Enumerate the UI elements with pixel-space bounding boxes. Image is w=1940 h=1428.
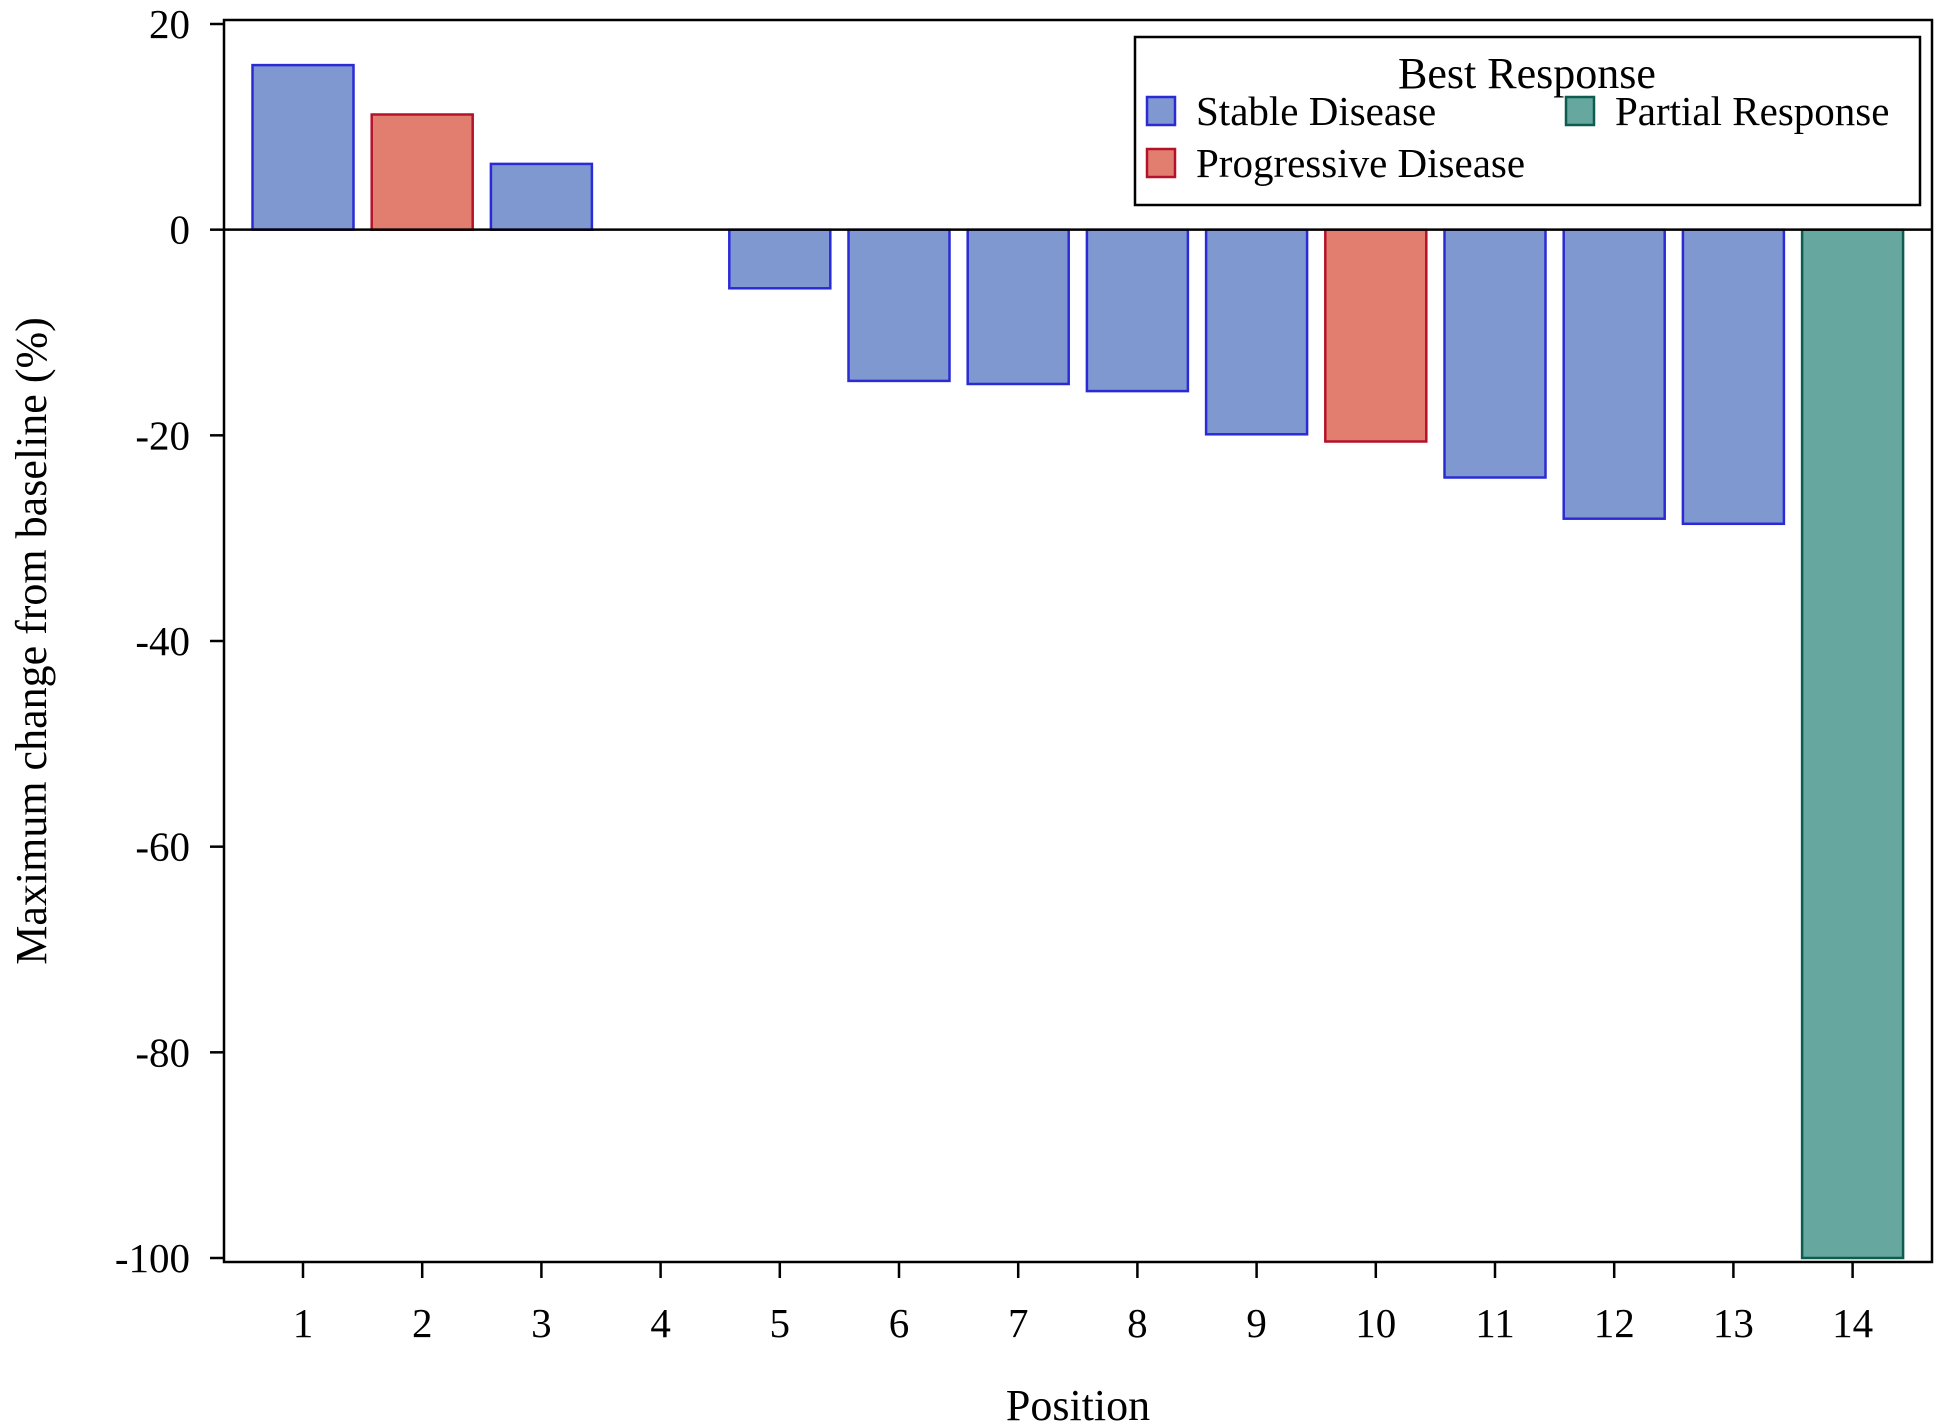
x-tick-label: 8 xyxy=(1127,1300,1148,1346)
bar-position-13-stable-disease xyxy=(1681,228,1786,526)
bar-position-10-progressive-disease xyxy=(1324,228,1428,443)
bar-position-12-stable-disease xyxy=(1562,228,1666,520)
y-axis: 20 0 -20 -40 -60 -80 -100 xyxy=(115,1,224,1281)
x-tick-label: 4 xyxy=(650,1300,671,1346)
bar-position-6-stable-disease xyxy=(847,228,951,383)
y-tick-label: 20 xyxy=(149,1,190,47)
bar-position-11-stable-disease xyxy=(1443,228,1547,479)
y-tick-label: -20 xyxy=(135,412,190,458)
legend-swatch-stable-disease xyxy=(1145,95,1177,127)
y-tick-label: -100 xyxy=(115,1235,190,1281)
legend-label-stable-disease: Stable Disease xyxy=(1196,88,1436,134)
legend: Best Response Stable Disease Partial Resp… xyxy=(1133,35,1922,207)
x-tick-label: 1 xyxy=(293,1300,314,1346)
y-tick-label: -60 xyxy=(135,824,190,870)
legend-swatch-progressive-disease xyxy=(1145,147,1177,179)
y-tick-label: 0 xyxy=(170,207,191,253)
legend-frame xyxy=(1133,35,1922,207)
x-tick-label: 2 xyxy=(412,1300,433,1346)
y-axis-title: Maximum change from baseline (%) xyxy=(7,317,56,965)
x-axis: 1 2 3 4 5 6 7 8 9 10 11 12 13 14 xyxy=(293,1262,1873,1346)
x-tick-label: 11 xyxy=(1475,1300,1514,1346)
bar-position-3-stable-disease xyxy=(489,162,594,231)
x-tick-label: 10 xyxy=(1355,1300,1396,1346)
x-tick-label: 9 xyxy=(1246,1300,1267,1346)
legend-label-partial-response: Partial Response xyxy=(1615,88,1889,134)
y-tick-label: -80 xyxy=(135,1029,190,1075)
x-tick-label: 13 xyxy=(1713,1300,1754,1346)
x-tick-label: 14 xyxy=(1832,1300,1873,1346)
bar-position-14-partial-response xyxy=(1800,228,1905,1260)
bar-position-8-stable-disease xyxy=(1085,228,1190,393)
x-tick-label: 3 xyxy=(531,1300,552,1346)
legend-label-progressive-disease: Progressive Disease xyxy=(1196,140,1525,186)
legend-swatch-partial-response xyxy=(1564,95,1596,127)
bar-position-9-stable-disease xyxy=(1204,228,1309,436)
bars-layer xyxy=(251,63,1905,1260)
bar-position-5-stable-disease xyxy=(728,228,832,290)
y-tick-label: -40 xyxy=(135,618,190,664)
bar-position-1-stable-disease xyxy=(251,63,355,231)
bar-position-2-progressive-disease xyxy=(370,113,474,231)
legend-entries: Stable Disease Partial Response Progressiv… xyxy=(1145,88,1889,186)
x-tick-label: 5 xyxy=(770,1300,791,1346)
x-tick-label: 6 xyxy=(889,1300,910,1346)
x-axis-title: Position xyxy=(1006,1381,1150,1428)
bar-position-7-stable-disease xyxy=(966,228,1070,386)
x-tick-label: 7 xyxy=(1008,1300,1029,1346)
x-tick-label: 12 xyxy=(1594,1300,1635,1346)
plot-frame xyxy=(222,18,1934,1264)
legend-title: Best Response xyxy=(1398,49,1656,98)
